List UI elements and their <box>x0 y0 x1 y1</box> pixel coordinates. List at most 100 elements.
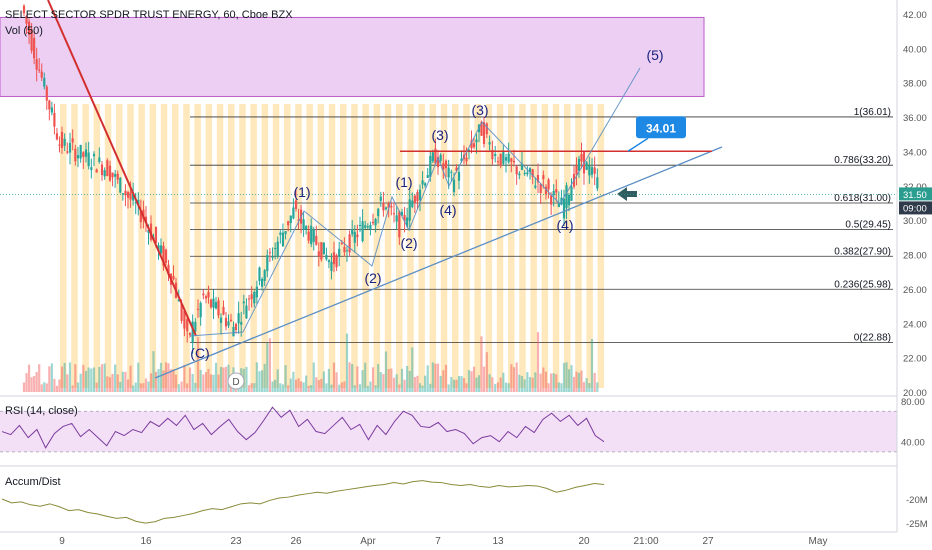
volume-bar <box>580 370 583 392</box>
volume-bar <box>369 381 372 392</box>
price-tick-label: 32.00 <box>903 182 927 193</box>
volume-bar <box>245 366 248 392</box>
volume-bar <box>377 364 380 392</box>
volume-bar <box>90 368 93 392</box>
volume-bar <box>87 367 90 392</box>
volume-bar <box>209 374 213 392</box>
candle-body <box>369 224 372 230</box>
volume-bar <box>214 362 218 392</box>
candle-body <box>60 131 64 148</box>
volume-bar <box>30 377 33 392</box>
volume-bar <box>154 371 158 392</box>
volume-bar <box>507 383 510 392</box>
price-axis[interactable]: 42.00 40.00 38.00 36.00 34.00 32.00 30.00 28.00… <box>896 0 932 550</box>
candle-body <box>232 326 235 337</box>
candle-body <box>515 166 518 175</box>
candle-body <box>245 305 248 319</box>
candle-body <box>310 225 313 245</box>
volume-bar <box>204 372 208 392</box>
rsi-legend: RSI (14, close) <box>5 405 78 417</box>
candle-body <box>48 100 51 110</box>
volume-bar <box>374 385 377 392</box>
candle-body <box>512 160 516 163</box>
supply-zone-rect <box>0 16 705 97</box>
volume-bar <box>263 363 266 392</box>
countdown-text: 09:00 <box>903 203 927 214</box>
volume-bar <box>496 382 500 392</box>
volume-bar <box>491 377 494 392</box>
candle-body <box>247 298 251 300</box>
time-axis[interactable]: 9 16 23 26 Apr 7 13 20 21:00 27 May <box>0 531 897 547</box>
volume-bar <box>462 378 466 392</box>
highlight-band <box>172 104 179 388</box>
fib-level-label: 0(22.88) <box>854 333 891 344</box>
accum-dist-legend: Accum/Dist <box>5 476 61 488</box>
countdown-tag <box>899 201 932 215</box>
candle-body <box>132 193 135 201</box>
candle-body <box>547 179 550 190</box>
volume-bar <box>585 378 588 392</box>
elliott-wave-path <box>189 67 641 337</box>
time-tick-label: May <box>809 536 828 547</box>
volume-bar <box>534 372 537 392</box>
candle-body <box>74 148 77 162</box>
candle-body <box>66 151 69 153</box>
candle-body <box>214 302 218 309</box>
volume-bar <box>58 379 61 392</box>
elliott-wave-labels: (C) (1) (2) (1) (2) (3) (4) (3) (4) (5) <box>190 47 663 361</box>
volume-bar <box>142 383 145 392</box>
volume-bar <box>330 384 333 392</box>
highlight-band <box>261 104 269 388</box>
volume-bar <box>317 380 320 392</box>
volume-bar <box>429 383 432 392</box>
candle-body <box>526 172 529 175</box>
candle-body <box>496 161 500 163</box>
volume-bar <box>129 365 132 392</box>
candle-body <box>222 306 225 315</box>
volume-bar <box>121 371 124 392</box>
volume-bar <box>299 381 303 392</box>
wave-label: (2) <box>400 235 417 251</box>
candle-body <box>294 200 298 209</box>
time-tick-label: Apr <box>360 536 376 547</box>
volume-bar <box>134 382 137 392</box>
volume-bar <box>416 375 419 392</box>
volume-bar <box>327 368 331 392</box>
volume-bar <box>289 378 292 392</box>
volume-bar <box>98 366 101 392</box>
volume-bar <box>202 374 205 392</box>
candle-body <box>403 215 406 222</box>
candle-body <box>50 107 53 113</box>
candle-body <box>332 252 336 265</box>
price-tick-label: 38.00 <box>903 79 927 90</box>
candle-body <box>390 205 393 208</box>
candle-body <box>250 294 253 300</box>
volume-bar <box>279 383 282 392</box>
volume-bar <box>162 370 165 392</box>
volume-bar <box>27 364 31 392</box>
symbol-title: SELECT SECTOR SPDR TRUST ENERGY, 60, Cbo… <box>5 9 293 21</box>
volume-bar <box>470 371 473 392</box>
volume-bar <box>480 336 483 392</box>
volume-bar <box>345 333 349 392</box>
candle-body <box>499 153 502 166</box>
volume-bar <box>436 363 440 392</box>
dividend-marker-label: D <box>232 377 239 388</box>
highlight-band <box>328 104 336 388</box>
volume-bar <box>53 378 56 392</box>
candle-body <box>124 190 127 196</box>
candle-body <box>103 170 106 177</box>
volume-bar <box>157 369 160 392</box>
candle-body <box>188 333 192 336</box>
candle-body <box>340 242 343 244</box>
volume-bar <box>520 375 524 392</box>
volume-bar <box>95 382 98 392</box>
candle-body <box>227 321 230 326</box>
candle-body <box>447 167 450 178</box>
volume-bar <box>504 382 508 392</box>
time-tick-label: 13 <box>492 536 504 547</box>
candle-body <box>76 155 80 159</box>
volume-bar <box>322 371 325 392</box>
candle-body <box>196 308 200 310</box>
